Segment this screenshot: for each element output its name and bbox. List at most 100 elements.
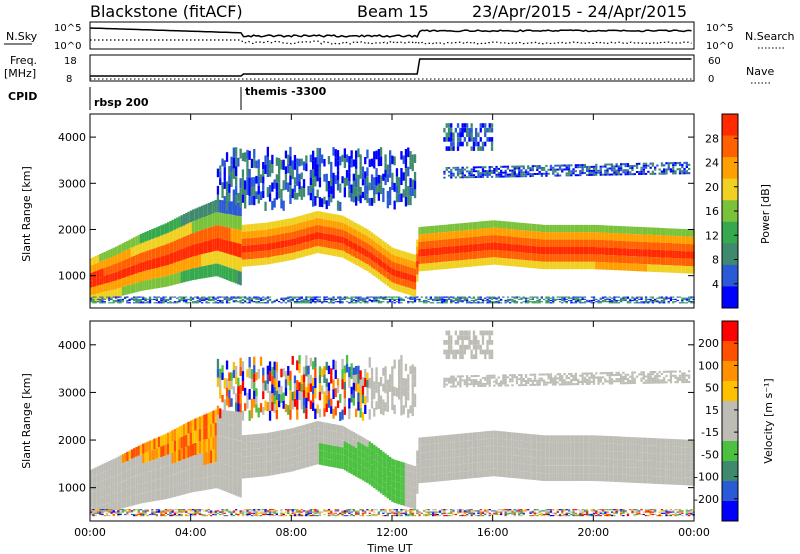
- power-cell-813: [257, 223, 260, 231]
- power-cell-928: [275, 298, 278, 300]
- power-cell-2036: [459, 127, 462, 133]
- power-cell-2887: [588, 174, 591, 176]
- velocity-cell-311: [160, 513, 163, 516]
- velocity-cell-206: [137, 475, 140, 485]
- power-cell-945: [280, 241, 283, 248]
- power-cell-161: [126, 285, 129, 295]
- power-cell-3259: [649, 249, 652, 257]
- power-cell-1399: [352, 299, 355, 302]
- power-cell-1237: [327, 220, 331, 228]
- power-cell-1812: [423, 241, 426, 249]
- power-cell-2457: [518, 167, 521, 170]
- velocity-cell-323: [164, 433, 167, 445]
- power-cell-2145: [472, 137, 476, 142]
- power-cell-124: [117, 298, 120, 300]
- power-cell-2421: [513, 236, 516, 245]
- power-cell-468: [196, 255, 199, 268]
- power-cell-1733: [407, 147, 410, 158]
- power-cell-2770: [570, 164, 573, 167]
- power-cell-1141: [312, 233, 315, 241]
- power-cell-2429: [513, 173, 516, 176]
- velocity-cell-1222: [325, 458, 328, 466]
- velocity-cell-428: [187, 421, 190, 434]
- power-cell-1612: [386, 164, 389, 174]
- velocity-cell-23: [94, 498, 97, 507]
- velocity-cell-831: [262, 509, 265, 511]
- power-cell-3123: [626, 256, 630, 264]
- power-cell-1716: [404, 265, 408, 273]
- velocity-cell-297: [157, 479, 161, 490]
- power-cell-492: [201, 297, 204, 299]
- power-cell-1400: [352, 302, 355, 304]
- power-cell-1633: [389, 299, 392, 302]
- power-cell-3231: [644, 242, 648, 250]
- power-cell-719: [241, 177, 245, 187]
- velocity-cell-1170: [316, 442, 319, 450]
- velocity-cell-1206: [323, 444, 326, 452]
- power-cell-3142: [629, 171, 632, 174]
- velocity-cell-1347: [345, 363, 349, 373]
- power-cell-2963: [601, 247, 605, 255]
- power-cell-2807: [577, 224, 580, 233]
- power-cell-1217: [323, 174, 326, 182]
- power-cell-1334: [343, 230, 346, 238]
- velocity-cell-1033: [296, 441, 299, 449]
- velocity-cell-548: [214, 462, 217, 476]
- power-cell-2285: [490, 171, 494, 174]
- velocity-cell-915: [275, 467, 278, 475]
- power-cell-2775: [570, 299, 573, 302]
- power-cell-2569: [536, 169, 539, 171]
- velocity-cell-245: [144, 513, 147, 516]
- power-cell-101: [112, 281, 115, 290]
- velocity-cell-314: [162, 445, 165, 457]
- power-cell-3298: [656, 242, 659, 250]
- velocity-cell-924: [275, 513, 278, 516]
- power-cell-1938: [447, 253, 451, 262]
- velocity-cell-804: [257, 509, 260, 511]
- velocity-cell-1333: [343, 390, 346, 399]
- power-cell-575: [219, 264, 222, 278]
- power-cell-1947: [447, 146, 451, 151]
- power-cell-2253: [486, 296, 489, 298]
- power-cell-1326: [341, 154, 344, 162]
- velocity-cell-993: [289, 464, 292, 472]
- power-cell-2383: [506, 258, 510, 266]
- velocity-cell-161: [126, 497, 129, 508]
- power-cell-2894: [590, 254, 593, 262]
- power-cell-1561: [377, 296, 380, 298]
- velocity-cell-1249: [330, 459, 333, 467]
- power-cell-1050: [296, 299, 299, 302]
- power-cell-2921: [595, 232, 598, 240]
- power-cell-704: [239, 188, 242, 198]
- power-cell-134: [119, 296, 122, 298]
- power-cell-3477: [685, 297, 688, 299]
- power-cell-1504: [368, 298, 371, 300]
- power-cell-3437: [678, 302, 682, 304]
- power-cell-620: [225, 296, 229, 298]
- power-cell-89: [110, 257, 113, 266]
- power-cell-1873: [436, 296, 439, 298]
- power-cell-1277: [332, 298, 335, 300]
- velocity-cell-444: [189, 510, 192, 512]
- power-cell-838: [259, 298, 263, 300]
- power-cell-384: [176, 302, 179, 304]
- power-cell-2505: [524, 301, 528, 303]
- power-cell-878: [266, 296, 269, 298]
- power-cell-1976: [452, 246, 455, 254]
- velocity-cell-442: [189, 480, 192, 493]
- power-cell-1983: [452, 137, 455, 142]
- power-cell-2618: [545, 261, 548, 270]
- power-cell-1190: [318, 246, 322, 254]
- power-cell-387: [178, 238, 181, 250]
- power-cell-1323: [341, 236, 344, 244]
- power-cell-1654: [393, 156, 396, 166]
- velocity-cell-231: [142, 511, 145, 513]
- power-cell-1490: [366, 296, 369, 298]
- power-cell-1203: [321, 232, 324, 240]
- power-cell-3119: [626, 226, 630, 234]
- velocity-cell-268: [151, 509, 154, 511]
- velocity-cell-1104: [305, 513, 308, 516]
- velocity-cell-617: [225, 515, 229, 517]
- power-cell-900: [271, 249, 274, 257]
- power-cell-3339: [663, 164, 666, 167]
